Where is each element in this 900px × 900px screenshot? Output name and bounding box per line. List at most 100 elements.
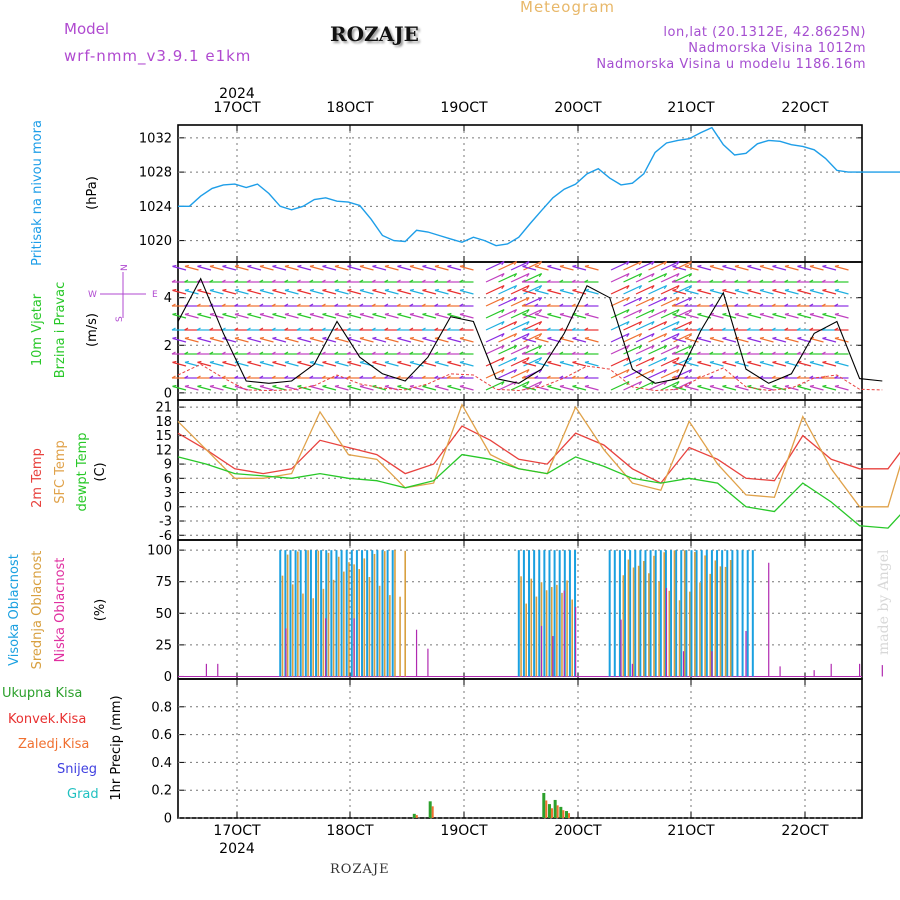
wind-arrow-head [209, 360, 215, 363]
wind-arrow [709, 337, 724, 343]
wind-arrow [222, 313, 237, 319]
wind-arrow [510, 357, 530, 367]
wind-arrow-head [759, 312, 765, 315]
wind-arrow-head [459, 375, 464, 379]
wind-arrow-head [534, 279, 539, 283]
wind-arrow-head [422, 312, 427, 315]
wind-arrow-head [271, 303, 276, 307]
wind-arrow-head [747, 336, 752, 339]
wind-arrow-head [559, 375, 564, 379]
wind-arrow-head [322, 264, 327, 267]
wind-arrow [534, 265, 549, 271]
wind-arrow-head [721, 351, 726, 355]
wind-arrow-head [234, 375, 239, 379]
y-tick-label: 0.8 [151, 700, 172, 715]
wind-arrow [635, 261, 655, 271]
wind-arrow-head [247, 336, 252, 339]
wind-arrow-head [721, 375, 726, 379]
wind-arrow-head [459, 336, 465, 339]
wind-arrow [834, 385, 849, 391]
wind-arrow-head [638, 357, 643, 362]
wind-arrow-head [321, 327, 326, 331]
wind-arrow [334, 289, 349, 295]
wind-arrow-head [271, 351, 276, 355]
wind-arrow [635, 357, 655, 367]
wind-arrow [384, 337, 399, 343]
wind-arrow-head [822, 336, 827, 339]
wind-arrow-head [671, 375, 676, 379]
wind-arrow-head [396, 303, 401, 307]
wind-arrow-head [672, 264, 677, 267]
wind-arrow-head [626, 369, 630, 374]
wind-arrow-head [384, 303, 389, 307]
year-top: 2024 [219, 86, 255, 102]
wind-arrow [359, 313, 374, 319]
wind-arrow [397, 289, 412, 295]
wind-arrow [648, 285, 667, 295]
wind-arrow-head [521, 279, 526, 283]
wind-arrow-head [676, 345, 680, 350]
wind-arrow-head [663, 345, 668, 350]
wind-arrow-head [434, 303, 439, 307]
wind-arrow [759, 337, 774, 343]
wind-arrow-head [672, 336, 677, 339]
wind-arrow [648, 273, 667, 283]
wind-arrow [434, 361, 449, 367]
wind-arrow [759, 361, 774, 367]
wind-arrow [734, 265, 749, 271]
wind-arrow [610, 321, 630, 331]
wind-arrow-head [688, 261, 693, 266]
wind-arrow-head [371, 279, 376, 283]
wind-arrow-head [296, 351, 301, 355]
wind-arrow [534, 337, 549, 343]
wind-arrow [197, 313, 212, 319]
wind-arrow-head [321, 351, 326, 355]
wind-arrow-head [384, 375, 389, 379]
wind-arrow-head [359, 336, 365, 339]
wind-arrow-head [834, 351, 839, 355]
wind-arrow-head [759, 327, 764, 331]
wind-arrow-head [246, 279, 251, 283]
wind-arrow [709, 289, 724, 295]
wind-arrow-head [171, 303, 176, 307]
wind-arrow [610, 297, 630, 307]
wind-arrow [234, 337, 249, 343]
wind-arrow-head [822, 312, 827, 315]
x-tick-label-top: 22OCT [781, 100, 829, 116]
wind-arrow [510, 333, 530, 343]
year-bottom: 2024 [219, 841, 255, 857]
wind-arrow [297, 313, 312, 319]
wind-arrow-head [513, 273, 518, 278]
wind-arrow-head [521, 303, 526, 307]
wind-arrow-head [709, 288, 715, 291]
wind-arrow-head [734, 264, 740, 267]
wind-arrow-head [501, 261, 505, 266]
wind-arrow-head [272, 288, 277, 291]
pressure-unit-label: (hPa) [85, 176, 100, 210]
wind-arrow-head [501, 345, 505, 350]
wind-arrow-head [359, 360, 365, 363]
wind-arrow [623, 261, 642, 271]
wind-arrow-head [272, 312, 277, 315]
wind-arrow-head [784, 327, 789, 331]
wind-arrow [523, 273, 542, 283]
wind-arrow-head [434, 264, 440, 267]
wind-arrow [672, 337, 687, 343]
wind-arrow [709, 361, 724, 367]
wind-arrow [447, 313, 462, 319]
wind-arrow-head [759, 264, 765, 267]
wind-arrow-head [734, 279, 739, 283]
wind-arrow [510, 273, 530, 283]
wind-arrow-head [734, 303, 739, 307]
wind-arrow-head [459, 303, 464, 307]
wind-arrow [259, 265, 274, 271]
wind-arrow [660, 345, 680, 355]
wind-arrow-head [197, 264, 202, 267]
x-tick-label-bottom: 20OCT [554, 823, 602, 839]
wind-arrow-head [284, 351, 289, 355]
wind-arrow-head [809, 288, 815, 291]
wind-arrow [322, 313, 337, 319]
wind-arrow-head [409, 351, 414, 355]
wind-arrow [372, 361, 387, 367]
wind-arrow-head [638, 309, 643, 314]
